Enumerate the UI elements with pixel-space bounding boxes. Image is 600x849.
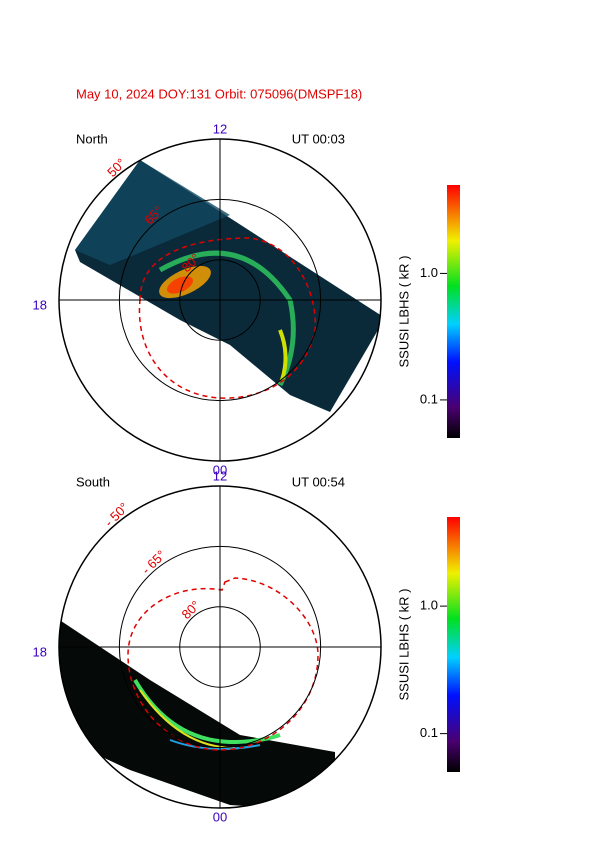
lat-circle (118, 545, 322, 749)
colorbar-label: SSUSI LBHS ( kR ) (396, 589, 411, 701)
lat-circle (58, 485, 382, 809)
lat-label: 50° (104, 155, 129, 180)
swath-image (59, 617, 335, 808)
colorbar (447, 185, 460, 438)
boundary (138, 237, 317, 399)
swath-image (75, 160, 381, 412)
lat-circle (58, 138, 382, 462)
figure-title: May 10, 2024 DOY:131 Orbit: 075096(DMSPF… (76, 86, 362, 101)
colorbar-label: SSUSI LBHS ( kR ) (396, 256, 411, 368)
time-label: UT 00:54 (292, 474, 345, 489)
mlt-label: 00 (213, 462, 227, 477)
lat-circle (118, 198, 322, 402)
hemisphere-label: North (76, 131, 108, 146)
lat-label: - 65° (139, 547, 169, 577)
colorbar-tick-label: 1.0 (420, 598, 438, 613)
mlt-label: 00 (213, 809, 227, 824)
mlt-label: 18 (33, 297, 47, 312)
colorbar-tick-label: 0.1 (420, 391, 438, 406)
mlt-label: 18 (33, 644, 47, 659)
lat-circle (179, 606, 261, 688)
colorbar (447, 517, 460, 772)
hemisphere-label: South (76, 474, 110, 489)
colorbar-tick-label: 1.0 (420, 265, 438, 280)
boundary (127, 577, 319, 751)
lat-circle (179, 259, 261, 341)
mlt-label: 12 (213, 121, 227, 136)
mlt-label: 12 (213, 468, 227, 483)
colorbar-tick-label: 0.1 (420, 725, 438, 740)
time-label: UT 00:03 (292, 131, 345, 146)
lat-label: - 50° (101, 500, 131, 530)
lat-label: 80° (179, 598, 204, 623)
